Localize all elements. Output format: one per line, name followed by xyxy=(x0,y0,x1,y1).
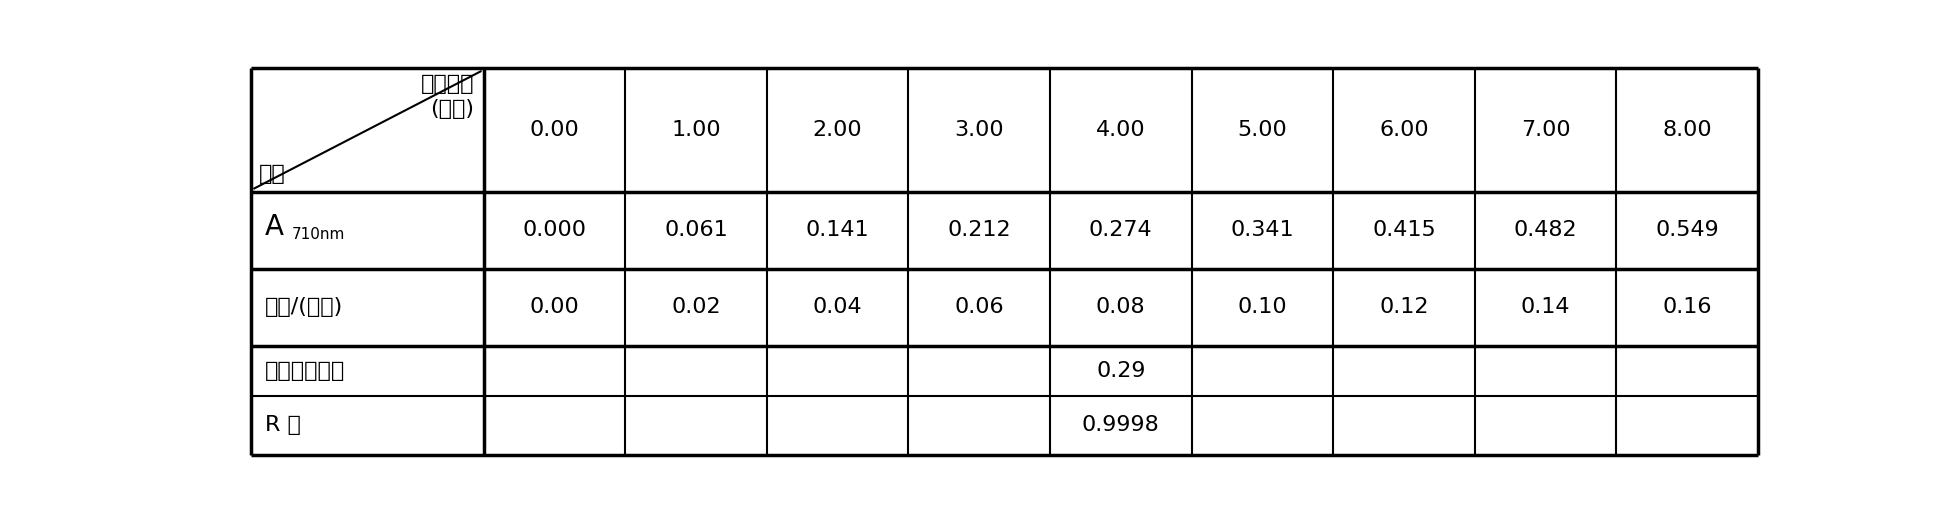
Text: 0.00: 0.00 xyxy=(529,120,580,140)
Text: 样品体积
(毫升): 样品体积 (毫升) xyxy=(421,75,474,119)
Text: 0.02: 0.02 xyxy=(670,297,721,317)
Text: 2.00: 2.00 xyxy=(813,120,862,140)
Text: 0.00: 0.00 xyxy=(529,297,580,317)
Text: 总磷/(毫克): 总磷/(毫克) xyxy=(265,297,343,317)
Text: 0.16: 0.16 xyxy=(1662,297,1711,317)
Text: 0.10: 0.10 xyxy=(1237,297,1288,317)
Text: 0.06: 0.06 xyxy=(955,297,1004,317)
Text: 0.29: 0.29 xyxy=(1096,361,1145,381)
Text: 7.00: 7.00 xyxy=(1521,120,1570,140)
Text: 标准曲线斜率: 标准曲线斜率 xyxy=(265,361,345,381)
Text: 3.00: 3.00 xyxy=(955,120,1004,140)
Text: 1.00: 1.00 xyxy=(670,120,721,140)
Text: 0.141: 0.141 xyxy=(806,220,870,240)
Text: 0.14: 0.14 xyxy=(1521,297,1570,317)
Text: 6.00: 6.00 xyxy=(1380,120,1429,140)
Text: 0.341: 0.341 xyxy=(1231,220,1294,240)
Text: 项目: 项目 xyxy=(259,164,286,184)
Text: 0.061: 0.061 xyxy=(664,220,727,240)
Text: 0.08: 0.08 xyxy=(1096,297,1145,317)
Text: 4.00: 4.00 xyxy=(1096,120,1145,140)
Text: A: A xyxy=(265,213,284,241)
Text: 0.415: 0.415 xyxy=(1372,220,1437,240)
Text: 5.00: 5.00 xyxy=(1237,120,1288,140)
Text: 0.9998: 0.9998 xyxy=(1082,415,1160,435)
Text: 710nm: 710nm xyxy=(292,227,345,242)
Text: 0.000: 0.000 xyxy=(523,220,586,240)
Text: R 值: R 值 xyxy=(265,415,302,435)
Text: 0.549: 0.549 xyxy=(1654,220,1719,240)
Text: 0.04: 0.04 xyxy=(813,297,862,317)
Text: 0.482: 0.482 xyxy=(1513,220,1578,240)
Text: 0.12: 0.12 xyxy=(1380,297,1429,317)
Text: 8.00: 8.00 xyxy=(1662,120,1711,140)
Text: 0.212: 0.212 xyxy=(947,220,1011,240)
Text: 0.274: 0.274 xyxy=(1090,220,1152,240)
